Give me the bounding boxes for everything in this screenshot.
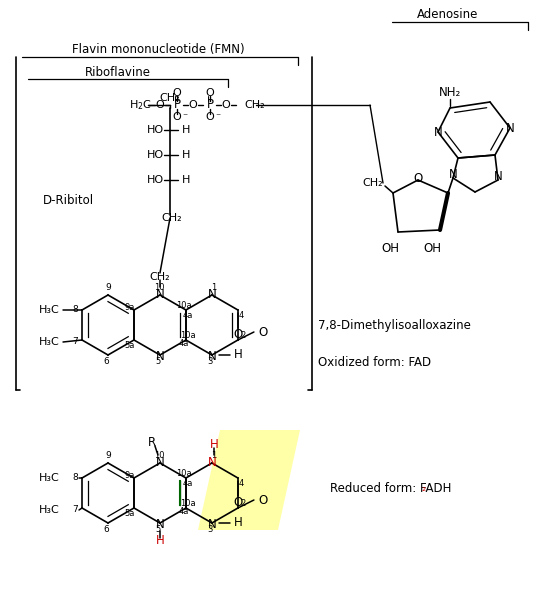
Text: O: O [189, 100, 197, 110]
Text: R: R [148, 436, 156, 449]
Text: H: H [182, 150, 190, 160]
Text: NH₂: NH₂ [439, 86, 461, 99]
Polygon shape [198, 430, 300, 530]
Text: 9a: 9a [125, 304, 135, 313]
Text: 9: 9 [105, 284, 111, 292]
Text: CH₂: CH₂ [244, 100, 264, 110]
Text: 10a: 10a [176, 469, 191, 478]
Text: Adenosine: Adenosine [417, 8, 479, 21]
Text: O: O [413, 172, 423, 185]
Text: N: N [208, 288, 217, 301]
Text: Riboflavine: Riboflavine [85, 66, 151, 79]
Text: N: N [156, 288, 164, 301]
Text: 2: 2 [240, 498, 245, 507]
Text: Flavin mononucleotide (FMN): Flavin mononucleotide (FMN) [72, 43, 244, 56]
Text: N: N [208, 349, 217, 362]
Text: N: N [449, 169, 458, 182]
Text: H: H [156, 535, 164, 548]
Text: O: O [206, 88, 214, 98]
Text: H₃C: H₃C [39, 473, 60, 483]
Text: 7,8-Dimethylisoalloxazine: 7,8-Dimethylisoalloxazine [318, 318, 471, 332]
Text: 10a: 10a [180, 498, 196, 507]
Text: 6: 6 [103, 358, 109, 366]
Text: Reduced form: FADH: Reduced form: FADH [330, 481, 452, 494]
Text: H₃C: H₃C [39, 337, 60, 347]
Text: 9a: 9a [125, 471, 135, 481]
Text: 5: 5 [156, 358, 160, 366]
Text: N: N [208, 517, 217, 530]
Text: 4: 4 [238, 478, 244, 487]
Text: 8: 8 [72, 474, 78, 482]
Text: ⁻: ⁻ [182, 112, 187, 122]
Text: O: O [258, 326, 267, 339]
Text: 4a: 4a [179, 507, 189, 516]
Text: OH: OH [423, 242, 441, 255]
Text: H: H [182, 125, 190, 135]
Text: 3: 3 [207, 358, 213, 366]
Text: OH: OH [381, 242, 399, 255]
Text: 4a: 4a [183, 310, 193, 320]
Text: P: P [174, 98, 181, 111]
Text: O: O [221, 100, 230, 110]
Text: H: H [209, 439, 218, 452]
Text: 10a: 10a [176, 301, 191, 310]
Text: N: N [505, 121, 515, 134]
Text: 10a: 10a [180, 330, 196, 339]
Text: 10: 10 [154, 284, 164, 292]
Text: 5a: 5a [125, 340, 135, 349]
Text: H₃C: H₃C [39, 505, 60, 515]
Text: CH₂: CH₂ [150, 272, 170, 282]
Text: 1: 1 [211, 284, 217, 292]
Text: N: N [493, 169, 502, 182]
Text: N: N [156, 517, 164, 530]
Text: H: H [234, 349, 243, 362]
Text: O: O [172, 112, 181, 122]
Text: HO: HO [147, 150, 164, 160]
Text: D-Ribitol: D-Ribitol [42, 194, 94, 207]
Text: 2: 2 [240, 330, 245, 339]
Text: O: O [233, 496, 243, 509]
Text: CH₂: CH₂ [362, 178, 383, 188]
Text: O: O [206, 112, 214, 122]
Text: 4a: 4a [183, 478, 193, 487]
Text: Oxidized form: FAD: Oxidized form: FAD [318, 356, 431, 368]
Text: N: N [208, 455, 217, 468]
Text: O: O [172, 88, 181, 98]
Text: H₃C: H₃C [39, 305, 60, 315]
Text: H: H [234, 516, 243, 529]
Text: O: O [233, 327, 243, 340]
Text: 5: 5 [156, 526, 160, 535]
Text: 7: 7 [72, 337, 78, 346]
Text: 4a: 4a [179, 339, 189, 349]
Text: P: P [207, 98, 213, 111]
Text: N: N [156, 349, 164, 362]
Text: H: H [182, 175, 190, 185]
Text: N: N [434, 126, 442, 139]
Text: O: O [156, 100, 164, 110]
Text: ₂: ₂ [422, 483, 426, 493]
Text: 8: 8 [72, 305, 78, 314]
Text: 1: 1 [211, 452, 217, 461]
Text: N: N [156, 455, 164, 468]
Text: CH₂: CH₂ [162, 213, 182, 223]
Text: HO: HO [147, 125, 164, 135]
Text: 9: 9 [105, 452, 111, 461]
Text: HO: HO [147, 175, 164, 185]
Text: O: O [258, 494, 267, 507]
Text: 4: 4 [238, 310, 244, 320]
Text: 3: 3 [207, 526, 213, 535]
Text: CH₂: CH₂ [160, 93, 180, 103]
Text: 5a: 5a [125, 509, 135, 517]
Text: 10: 10 [154, 452, 164, 461]
Text: ⁻: ⁻ [215, 112, 220, 122]
Text: H$_2$C: H$_2$C [128, 98, 151, 112]
Text: 7: 7 [72, 506, 78, 514]
Text: 6: 6 [103, 526, 109, 535]
